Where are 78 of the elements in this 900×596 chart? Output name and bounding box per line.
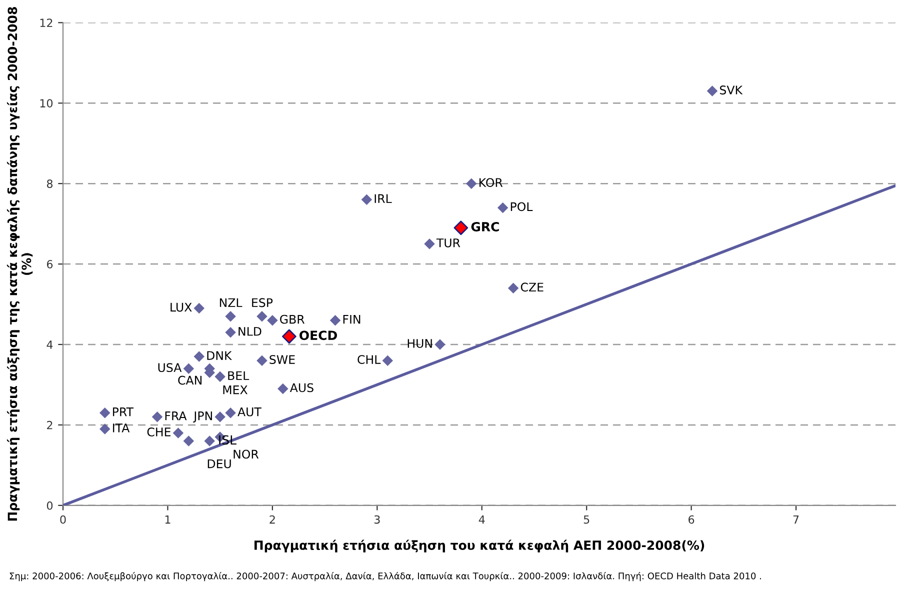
annotation: CHL (358, 355, 381, 364)
y-tick-label: 8 (46, 180, 53, 188)
point (282, 329, 296, 344)
point (330, 314, 341, 326)
point (508, 282, 519, 294)
annotation: SWE (270, 355, 295, 364)
point (466, 178, 477, 189)
annotation: HUN (408, 339, 432, 348)
annotation: ITA (112, 424, 130, 432)
annotation: DEU (208, 459, 231, 468)
annotation: GBR (280, 314, 304, 324)
annotation: KOR (480, 178, 503, 187)
point (256, 355, 268, 366)
annotation: ESP (252, 298, 273, 308)
point (183, 436, 194, 446)
point (100, 408, 110, 418)
point (183, 363, 194, 374)
point (152, 412, 163, 422)
point (100, 424, 110, 434)
text: Σημ: 2000-2006: Λουξεμβούργο και Πορτογαλία.. 2000-2007: Αυστραλία, Δανία, Ελλάδα, Ιαπωνία και Τουρκία.. 2000-2009: Ισλανδία. Πηγή: OECD Health Data 2010 . (10, 572, 761, 582)
point (454, 220, 468, 236)
annotation: CHE (147, 427, 170, 436)
annotation: AUS (290, 383, 314, 392)
y-tick-label: 6 (46, 260, 53, 268)
point (214, 371, 226, 382)
point (194, 351, 205, 362)
point (706, 86, 718, 96)
y-tick-label: 0 (46, 501, 53, 510)
annotation: AUT (238, 408, 262, 416)
series-label: GRC (471, 222, 499, 232)
annotation: NLD (238, 327, 262, 336)
annotation: POL (510, 202, 533, 212)
point (204, 436, 215, 446)
point (225, 327, 236, 338)
annotation: DNK (207, 351, 232, 360)
x-tick-label: 6 (688, 515, 694, 524)
point (361, 194, 372, 206)
x-axis-title: Πραγματική ετήσια αύξηση του κατά κεφαλή ΑΕΠ 2000-2008(%) (254, 540, 704, 552)
x-tick-label: 1 (165, 515, 170, 524)
annotation: CZE (520, 282, 544, 292)
y-tick-label: 12 (40, 18, 52, 27)
point (225, 310, 236, 322)
annotation: BEL (228, 371, 250, 380)
annotation: NZL (220, 298, 242, 307)
x-tick-label: 0 (60, 515, 66, 524)
x-tick-label: 2 (270, 515, 275, 524)
point (497, 202, 508, 214)
point (267, 314, 278, 326)
point (424, 238, 435, 250)
point (172, 428, 184, 438)
y-tick-label: 10 (40, 99, 53, 108)
x-tick-label: 3 (374, 515, 380, 524)
annotation: IRL (374, 194, 392, 203)
y-tick-label: 4 (46, 340, 53, 349)
annotation: LUX (170, 302, 192, 312)
point (382, 355, 393, 366)
point (225, 408, 236, 418)
y-axis-title: Πραγματική ετήσια αύξηση της κατά κεφαλής δαπάνης υγείας 2000-2008 (%) (6, 7, 33, 521)
annotation: NOR (234, 450, 259, 459)
y-tick-label: 2 (47, 420, 52, 430)
point (214, 412, 226, 422)
point (194, 302, 205, 314)
point (278, 383, 288, 394)
x-tick-label: 4 (478, 515, 485, 524)
annotation: MEX (223, 386, 248, 394)
annotation: PRT (112, 408, 134, 416)
annotation: USA (158, 363, 182, 372)
annotation: TUR (436, 238, 460, 248)
annotation: JPN (193, 412, 212, 423)
x-tick-label: 7 (793, 515, 799, 524)
series-label: OECD (300, 330, 337, 340)
annotation: FRA (165, 412, 187, 420)
annotation: FIN (343, 315, 360, 324)
point (434, 339, 446, 350)
point (256, 310, 268, 322)
annotation: CAN (178, 376, 202, 385)
annotation: SVK (720, 86, 743, 94)
x-tick-label: 5 (584, 515, 590, 524)
